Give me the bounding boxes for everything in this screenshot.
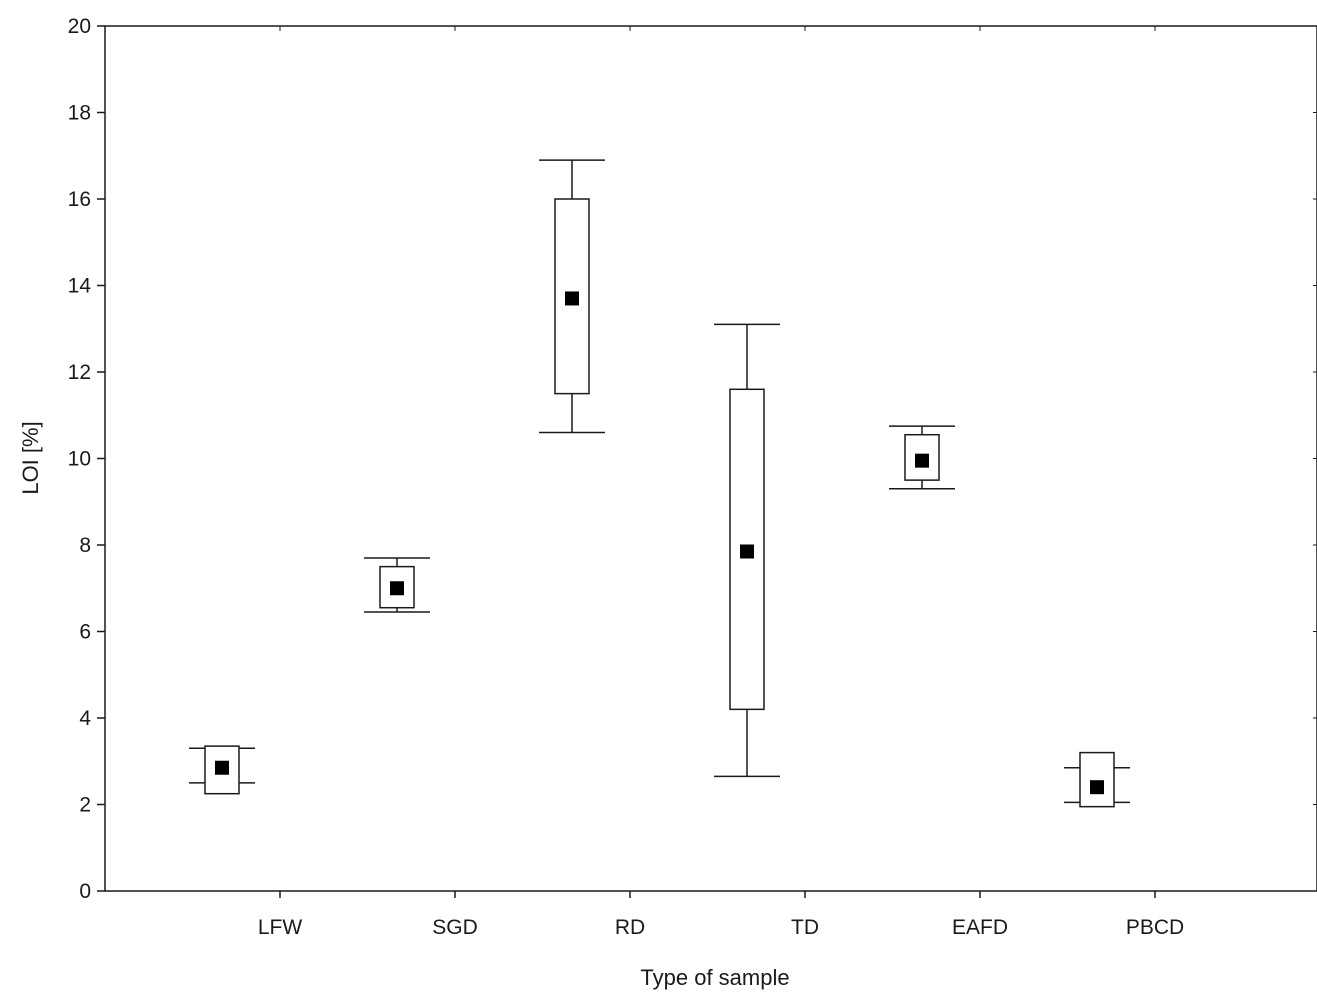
mean-marker [390, 581, 404, 595]
y-tick-label: 6 [79, 621, 91, 644]
y-tick-label: 20 [68, 15, 91, 38]
x-tick-label: PBCD [1126, 916, 1184, 939]
box-pbcd [1064, 753, 1130, 807]
x-tick-label: TD [791, 916, 819, 939]
y-tick-label: 18 [68, 102, 91, 125]
y-tick-label: 2 [79, 794, 91, 817]
box-sgd [364, 558, 430, 612]
y-axis-title: LOI [%] [18, 421, 43, 494]
mean-marker [740, 544, 754, 558]
mean-marker [565, 291, 579, 305]
x-axis-title: Type of sample [640, 965, 789, 990]
y-tick-label: 16 [68, 188, 91, 211]
x-tick-label: RD [615, 916, 645, 939]
y-tick-label: 0 [79, 880, 91, 903]
box-eafd [889, 426, 955, 489]
x-tick-label: LFW [258, 916, 303, 939]
y-tick-label: 4 [79, 707, 91, 730]
box-lfw [189, 746, 255, 794]
y-tick-label: 8 [79, 534, 91, 557]
plot-frame [105, 26, 1317, 891]
x-tick-label: EAFD [952, 916, 1008, 939]
y-tick-label: 14 [68, 275, 92, 298]
y-tick-label: 12 [68, 361, 91, 384]
box-series [189, 160, 1130, 807]
y-tick-label: 10 [68, 448, 91, 471]
mean-marker [1090, 780, 1104, 794]
mean-marker [215, 761, 229, 775]
box-rd [539, 160, 605, 432]
x-tick-label: SGD [432, 916, 478, 939]
x-axis-ticks: LFW SGD RD TD EAFD PBCD [258, 26, 1184, 939]
mean-marker [915, 454, 929, 468]
y-axis-ticks: 0 2 4 6 8 10 12 14 16 18 20 [68, 15, 1317, 903]
box-td [714, 324, 780, 776]
box-rect [1080, 753, 1114, 807]
